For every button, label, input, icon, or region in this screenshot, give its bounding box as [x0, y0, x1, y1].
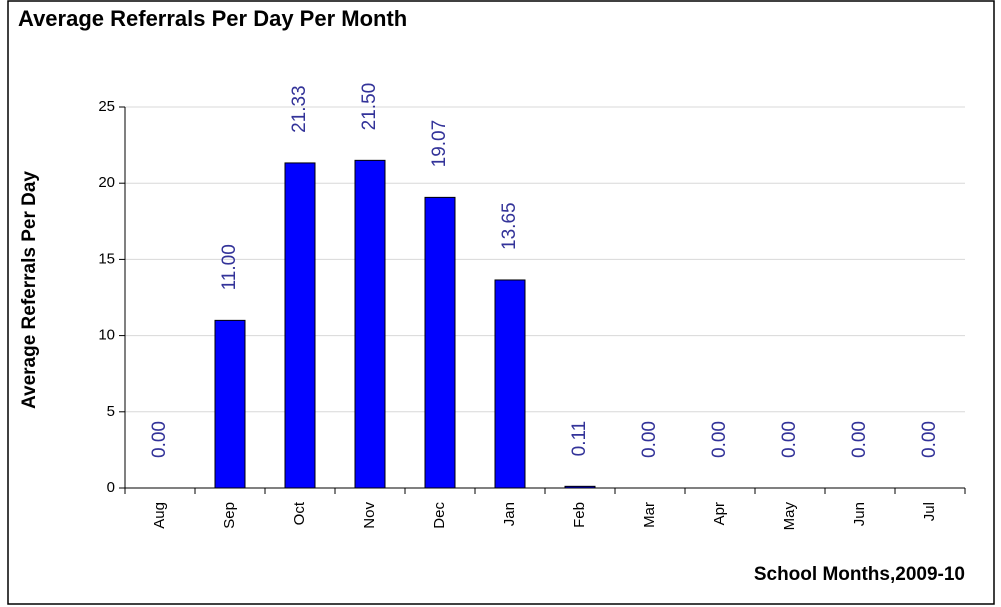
x-tick-label: Mar	[641, 502, 658, 528]
value-label: 0.11	[569, 421, 590, 457]
y-axis-label: Average Referrals Per Day	[19, 171, 40, 409]
value-label: 0.00	[849, 421, 870, 458]
x-tick-label: Feb	[571, 502, 588, 528]
x-tick-label: Jul	[921, 502, 938, 521]
value-label: 0.00	[709, 421, 730, 458]
y-tick-label: 15	[98, 250, 115, 267]
x-tick-label: Jan	[501, 502, 518, 526]
value-label: 11.00	[219, 244, 240, 290]
value-label: 0.00	[779, 421, 800, 458]
x-tick-label: May	[781, 502, 798, 531]
bar	[494, 279, 526, 489]
x-tick-label: Apr	[711, 502, 728, 525]
bar	[424, 196, 456, 489]
y-tick-label: 20	[98, 174, 115, 191]
x-tick-label: Dec	[431, 502, 448, 529]
bar	[214, 319, 246, 489]
value-label: 19.07	[429, 120, 450, 168]
value-label: 0.00	[919, 421, 940, 458]
y-tick-label: 25	[98, 98, 115, 115]
y-tick-label: 5	[107, 403, 115, 420]
bar	[564, 485, 596, 489]
x-axis-label: School Months,2009-10	[754, 564, 965, 585]
x-tick-label: Oct	[291, 501, 308, 525]
y-tick-label: 0	[107, 479, 115, 496]
value-label: 0.00	[639, 421, 660, 458]
x-tick-label: Jun	[851, 502, 868, 526]
x-tick-label: Aug	[151, 502, 168, 529]
bar	[354, 159, 386, 489]
value-label: 13.65	[499, 202, 520, 250]
x-tick-label: Sep	[221, 502, 238, 529]
chart-title: Average Referrals Per Day Per Month	[18, 6, 407, 31]
value-label: 21.33	[289, 85, 310, 133]
bar	[284, 162, 316, 489]
y-tick-label: 10	[98, 327, 115, 344]
x-tick-label: Nov	[361, 502, 378, 529]
value-label: 0.00	[149, 421, 170, 458]
value-label: 21.50	[359, 83, 380, 131]
